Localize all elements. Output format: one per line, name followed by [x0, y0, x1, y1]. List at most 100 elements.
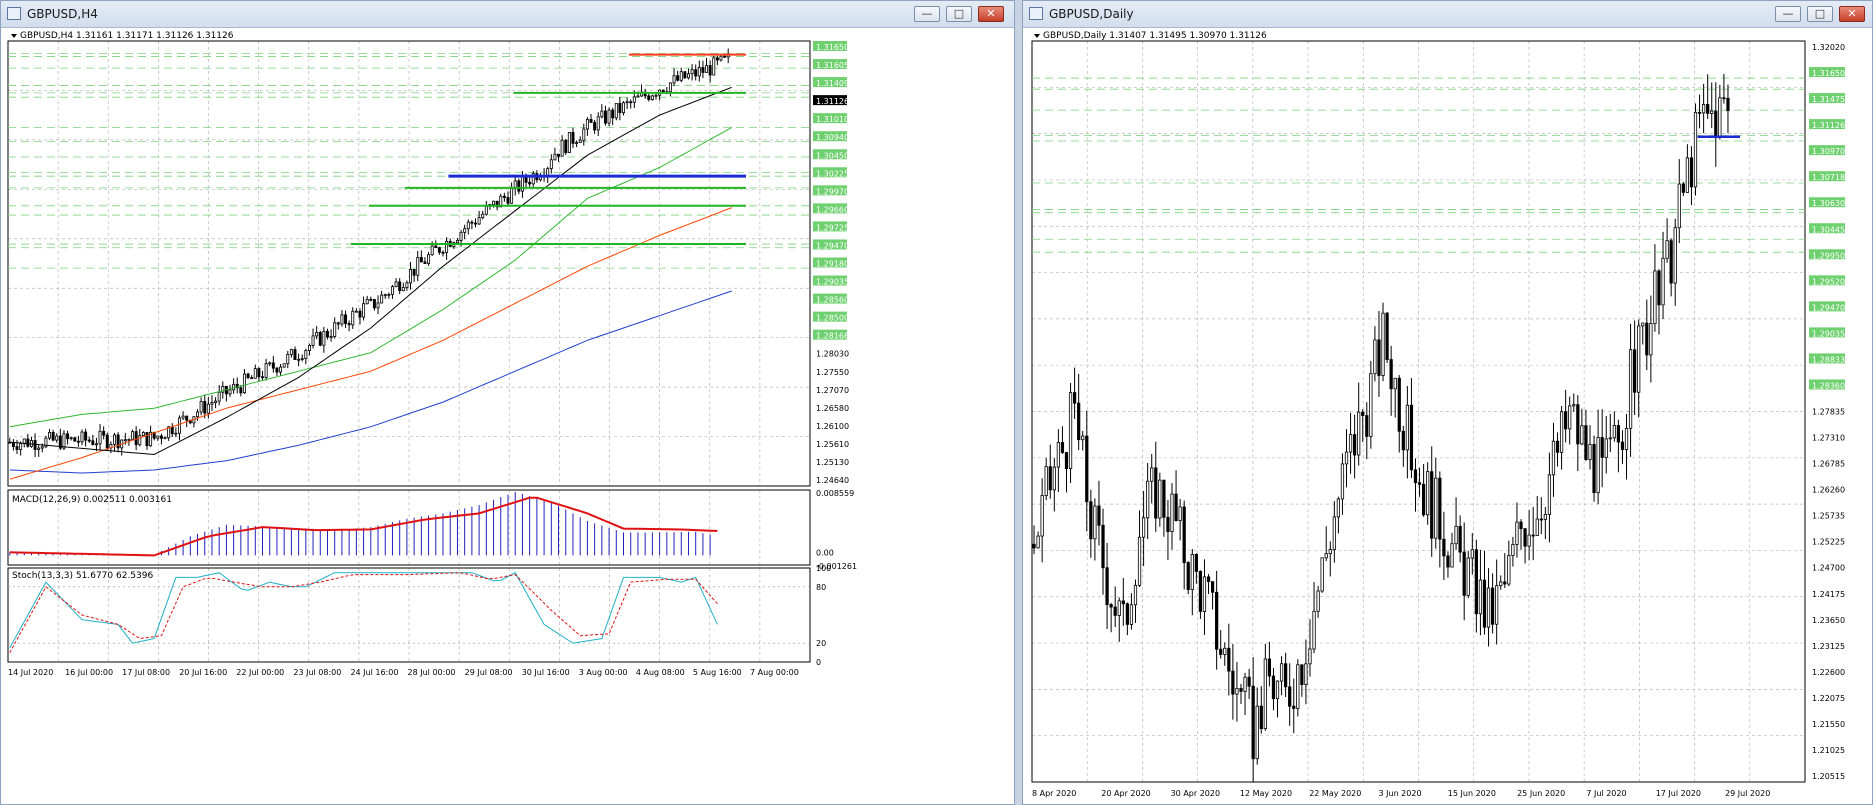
- daily-candle-body: [1470, 549, 1474, 559]
- daily-candle-body: [1482, 579, 1487, 628]
- daily-chart[interactable]: GBPUSD,Daily 1.31407 1.31495 1.30970 1.3…: [1023, 28, 1872, 805]
- daily-candle-body: [1624, 427, 1629, 450]
- daily-candle-body: [1198, 570, 1203, 612]
- h4-candle-body: [618, 102, 622, 114]
- daily-candle-body: [1389, 359, 1393, 390]
- stoch-tick-label: 20: [816, 639, 826, 648]
- daily-candle-body: [1507, 555, 1511, 585]
- price-tick-label: 1.29660: [816, 205, 849, 214]
- daily-candle-body: [1714, 110, 1718, 139]
- daily-candle-body: [1137, 536, 1142, 586]
- price-tick-label: 1.30630: [1812, 199, 1845, 208]
- h4-candle-body: [607, 109, 611, 124]
- h4-candle-body: [412, 269, 416, 276]
- time-label: 22 May 2020: [1309, 789, 1361, 798]
- daily-candle-body: [1726, 97, 1730, 111]
- price-tick-label: 1.30445: [1812, 225, 1845, 234]
- daily-candle-body: [1223, 647, 1227, 655]
- h4-candle-body: [614, 102, 618, 119]
- h4-candle-body: [380, 294, 384, 304]
- daily-candle-body: [1097, 505, 1101, 526]
- h4-candle-body: [268, 362, 272, 365]
- daily-candle-body: [1661, 257, 1665, 306]
- time-label: 17 Jul 08:00: [122, 668, 170, 677]
- h4-candle-body: [376, 302, 380, 309]
- daily-candle-body: [1121, 600, 1125, 605]
- h4-candle-body: [557, 153, 561, 157]
- daily-candle-body: [1478, 579, 1483, 615]
- h4-candle-body: [390, 286, 394, 295]
- h4-candle-body: [141, 432, 145, 437]
- price-tag: [813, 131, 847, 142]
- h4-titlebar[interactable]: GBPUSD,H4 — □ ✕: [1, 1, 1014, 28]
- h4-candle-body: [94, 443, 98, 446]
- h4-candle-body: [459, 231, 463, 241]
- stoch-main-line: [9, 572, 718, 649]
- minimize-button[interactable]: —: [1775, 6, 1801, 22]
- price-tag: [813, 221, 847, 232]
- daily-candle-body: [1499, 581, 1503, 587]
- daily-candle-body: [1174, 493, 1178, 521]
- daily-candle-body: [1267, 658, 1272, 677]
- daily-candle-body: [1048, 466, 1052, 491]
- daily-candle-body: [1288, 686, 1292, 707]
- price-tag: [1809, 301, 1845, 312]
- close-button[interactable]: ✕: [1839, 6, 1865, 22]
- h4-candle-body: [40, 446, 44, 449]
- daily-candle-body: [1215, 591, 1219, 650]
- daily-candle-body: [1397, 377, 1401, 432]
- price-tick-label: 1.31126: [816, 97, 849, 106]
- daily-candle-body: [1365, 415, 1369, 437]
- h4-candle-body: [297, 358, 301, 361]
- h4-candle-body: [351, 310, 355, 326]
- daily-candle-body: [1612, 425, 1616, 439]
- h4-candle-body: [502, 195, 506, 198]
- h4-candle-body: [705, 65, 709, 73]
- h4-candle-body: [340, 314, 344, 325]
- chart-window-icon: [1029, 7, 1043, 20]
- h4-candle-body: [517, 180, 521, 192]
- time-label: 30 Jul 16:00: [522, 668, 570, 677]
- time-label: 16 Jul 00:00: [65, 668, 113, 677]
- maximize-button[interactable]: □: [1807, 6, 1833, 22]
- time-label: 29 Jul 08:00: [465, 668, 513, 677]
- price-tick-label: 1.29950: [1812, 251, 1845, 260]
- h4-candle-body: [55, 435, 59, 441]
- h4-candle-body: [528, 181, 532, 185]
- daily-candle-body: [1584, 425, 1588, 460]
- price-tick-label: 1.31650: [816, 43, 849, 52]
- h4-candle-body: [105, 434, 109, 449]
- minimize-button[interactable]: —: [914, 6, 940, 22]
- daily-candle-body: [1495, 585, 1499, 625]
- daily-candle-body: [1032, 543, 1036, 549]
- h4-chart[interactable]: GBPUSD,H4 1.31161 1.31171 1.31126 1.3112…: [1, 28, 1014, 805]
- h4-candle-body: [520, 175, 524, 192]
- daily-candle-body: [1677, 183, 1681, 229]
- price-tick-label: 1.29520: [1812, 277, 1845, 286]
- price-tick-label: 1.30450: [816, 151, 849, 160]
- daily-candle-body: [1369, 373, 1373, 437]
- price-tick-label: 1.28833: [1812, 355, 1845, 364]
- h4-candle-body: [419, 257, 423, 263]
- h4-candle-body: [560, 139, 564, 157]
- daily-candle-body: [1438, 477, 1442, 540]
- price-tick-label: 1.25610: [816, 440, 849, 449]
- h4-candle-body: [159, 435, 163, 439]
- price-tick-label: 1.31605: [816, 61, 849, 70]
- h4-candle-body: [113, 434, 116, 445]
- daily-candle-body: [1580, 425, 1584, 445]
- daily-candle-body: [1401, 430, 1405, 451]
- close-button[interactable]: ✕: [978, 6, 1004, 22]
- h4-candle-body: [484, 205, 488, 215]
- daily-candle-body: [1340, 463, 1345, 500]
- maximize-button[interactable]: □: [946, 6, 972, 22]
- daily-candle-body: [1434, 477, 1438, 539]
- daily-candle-body: [1300, 664, 1304, 685]
- price-tick-label: 1.22600: [1812, 668, 1845, 677]
- daily-candle-body: [1474, 549, 1478, 615]
- daily-titlebar[interactable]: GBPUSD,Daily — □ ✕: [1023, 1, 1872, 28]
- h4-candle-body: [347, 323, 351, 326]
- h4-candle-body: [571, 132, 575, 144]
- h4-header-text: GBPUSD,H4 1.31161 1.31171 1.31126 1.3112…: [20, 31, 234, 41]
- price-tag: [813, 185, 847, 196]
